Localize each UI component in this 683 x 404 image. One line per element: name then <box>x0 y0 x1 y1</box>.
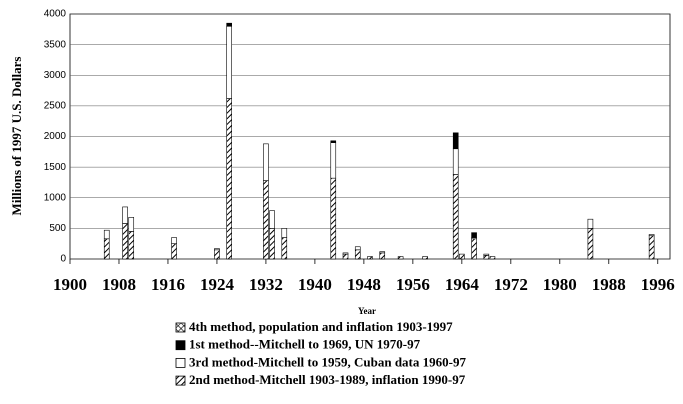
legend-swatch <box>175 322 186 333</box>
legend-label: 2nd method-Mitchell 1903-1989, inflation… <box>189 372 466 387</box>
x-tick-label: 1988 <box>592 275 626 294</box>
bar-segment <box>452 148 459 175</box>
x-tick-label: 1900 <box>53 275 87 294</box>
legend-label: 4th method, population and inflation 190… <box>189 319 453 334</box>
bar-segment <box>397 256 404 260</box>
bar-segment <box>489 256 496 260</box>
y-axis-label: Millions of 1997 U.S. Dollars <box>9 57 24 216</box>
legend-label: 1st method--Mitchell to 1969, UN 1970-97 <box>189 337 421 352</box>
bar-segment <box>379 251 386 254</box>
y-tick-label: 2000 <box>44 131 67 142</box>
bar-segment <box>226 98 232 260</box>
x-tick-label: 1908 <box>102 275 136 294</box>
bar-segment <box>452 132 459 150</box>
y-tick-label: 1500 <box>44 162 67 173</box>
y-tick-label: 0 <box>60 254 66 265</box>
bar-segment <box>103 229 110 240</box>
y-tick-label: 4000 <box>44 9 67 20</box>
legend-swatch <box>175 340 186 351</box>
bar-segment <box>342 253 349 260</box>
bar-segment <box>354 249 361 260</box>
y-tick-label: 2500 <box>44 101 67 112</box>
bar-segment <box>269 210 275 229</box>
bar-segment <box>452 174 459 260</box>
bar-segment <box>281 237 288 260</box>
bar-segment <box>367 256 373 260</box>
x-tick-label: 1932 <box>249 275 283 294</box>
y-tick-label: 3500 <box>44 39 67 50</box>
x-tick-label: 1940 <box>298 275 332 294</box>
bar-segment <box>226 22 232 27</box>
bar-segment <box>648 234 655 237</box>
bar-segment <box>128 231 135 260</box>
x-tick-label: 1964 <box>445 275 480 294</box>
bar-segment <box>171 243 177 260</box>
x-tick-label: 1916 <box>151 275 185 294</box>
legend-swatch <box>175 375 186 386</box>
bar-segment <box>342 252 349 255</box>
y-tick-label: 500 <box>49 223 66 234</box>
bar-segment <box>103 238 110 260</box>
bar-segment <box>214 249 220 260</box>
bar-segment <box>648 235 655 260</box>
legend-label: 3rd method-Mitchell to 1959, Cuban data … <box>189 354 466 369</box>
y-tick-label: 1000 <box>44 192 67 203</box>
bar-segment <box>214 248 220 251</box>
bar-segment <box>330 140 337 143</box>
x-tick-label: 1996 <box>641 275 675 294</box>
bar-segment <box>483 255 490 260</box>
legend-swatch <box>175 357 186 368</box>
bar-segment <box>471 232 477 238</box>
x-axis-label: Year <box>358 306 376 316</box>
x-tick-label: 1972 <box>494 275 528 294</box>
bar-segment <box>122 223 128 260</box>
bar-segment <box>471 238 477 260</box>
bar-segment <box>483 253 490 256</box>
bar-segment <box>226 25 232 99</box>
bar-segment <box>330 142 337 179</box>
x-tick-label: 1948 <box>347 275 381 294</box>
bar-segment <box>354 246 361 251</box>
bar-segment <box>263 143 269 181</box>
bar-segment <box>281 228 288 238</box>
x-tick-label: 1980 <box>543 275 577 294</box>
y-tick-label: 3000 <box>44 70 67 81</box>
bar-segment <box>422 256 428 260</box>
x-tick-label: 1924 <box>200 275 235 294</box>
bar-segment <box>122 206 128 224</box>
bar-segment <box>587 218 594 229</box>
bar-segment <box>171 237 177 244</box>
bar-segment <box>587 228 594 260</box>
bar-segment <box>263 180 269 260</box>
bar-segment <box>379 252 386 260</box>
x-tick-label: 1956 <box>396 275 430 294</box>
bar-segment <box>330 177 337 260</box>
bar-segment <box>128 217 135 232</box>
bar-segment <box>269 228 275 260</box>
bar-segment <box>459 253 465 260</box>
